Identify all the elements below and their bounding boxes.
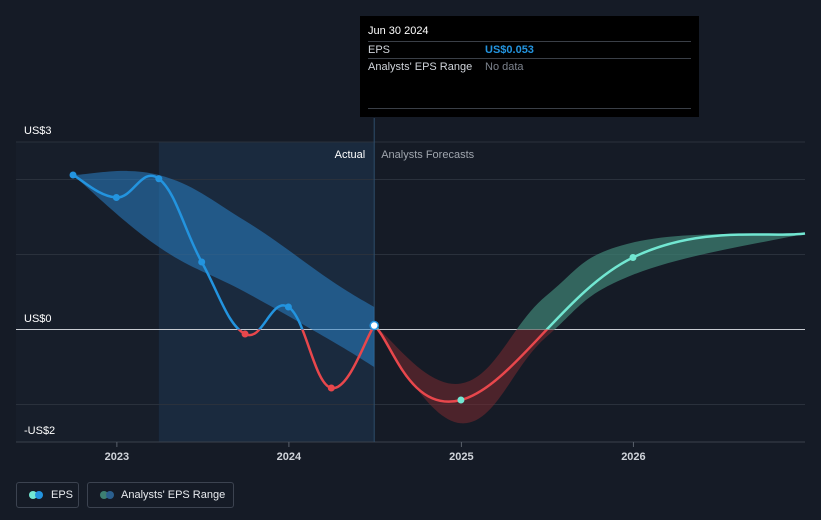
eps-forecast-point bbox=[457, 396, 465, 404]
eps-current-point bbox=[369, 320, 379, 331]
eps-actual-point bbox=[198, 258, 206, 266]
forecast-label: Analysts Forecasts bbox=[381, 149, 474, 161]
eps-actual-point bbox=[112, 194, 120, 201]
eps-actual-point bbox=[69, 171, 77, 179]
forecast-range-band-positive bbox=[374, 233, 805, 330]
legend-eps-dot-icon bbox=[29, 491, 37, 499]
tooltip-eps-label: EPS bbox=[368, 44, 391, 56]
legend-range-dot-icon bbox=[106, 491, 114, 499]
eps-actual-point bbox=[284, 303, 292, 311]
eps-actual-point bbox=[241, 330, 249, 338]
eps-actual-point bbox=[155, 175, 163, 183]
y-tick-label: US$0 bbox=[24, 313, 52, 325]
actual-range-band bbox=[73, 170, 375, 367]
forecast-range-band-negative bbox=[377, 329, 555, 424]
actual-label: Actual bbox=[335, 149, 366, 161]
eps-forecast-line bbox=[373, 232, 806, 330]
eps-actual-line bbox=[72, 173, 376, 330]
legend-range-label: Analysts' EPS Range bbox=[121, 489, 226, 501]
legend-range[interactable]: Analysts' EPS Range bbox=[87, 482, 234, 508]
tooltip-date: Jun 30 2024 bbox=[368, 25, 429, 37]
eps-forecast-line-negative bbox=[376, 329, 549, 403]
x-tick-label: 2026 bbox=[621, 451, 645, 463]
y-tick-label: US$3 bbox=[24, 125, 52, 137]
legend-eps-dot-icon bbox=[35, 491, 43, 499]
tooltip-range-row: Analysts' EPS Range No data bbox=[368, 58, 691, 77]
x-tick-label: 2023 bbox=[105, 451, 129, 463]
legend-range-dot-icon bbox=[100, 491, 108, 499]
y-tick-label: -US$2 bbox=[24, 425, 55, 437]
x-tick-label: 2024 bbox=[277, 451, 302, 463]
legend-eps[interactable]: EPS bbox=[16, 482, 79, 508]
hover-tooltip: Jun 30 2024 EPS US$0.053 Analysts' EPS R… bbox=[360, 16, 699, 117]
tooltip-eps-row: EPS US$0.053 bbox=[368, 41, 691, 60]
eps-forecast-point bbox=[629, 254, 637, 261]
tooltip-divider bbox=[368, 108, 691, 109]
x-tick-label: 2025 bbox=[449, 451, 473, 463]
legend-eps-label: EPS bbox=[51, 489, 74, 501]
tooltip-range-label: Analysts' EPS Range bbox=[368, 61, 473, 73]
eps-actual-point bbox=[327, 384, 335, 392]
tooltip-range-value: No data bbox=[485, 61, 524, 73]
tooltip-eps-value: US$0.053 bbox=[485, 44, 534, 56]
